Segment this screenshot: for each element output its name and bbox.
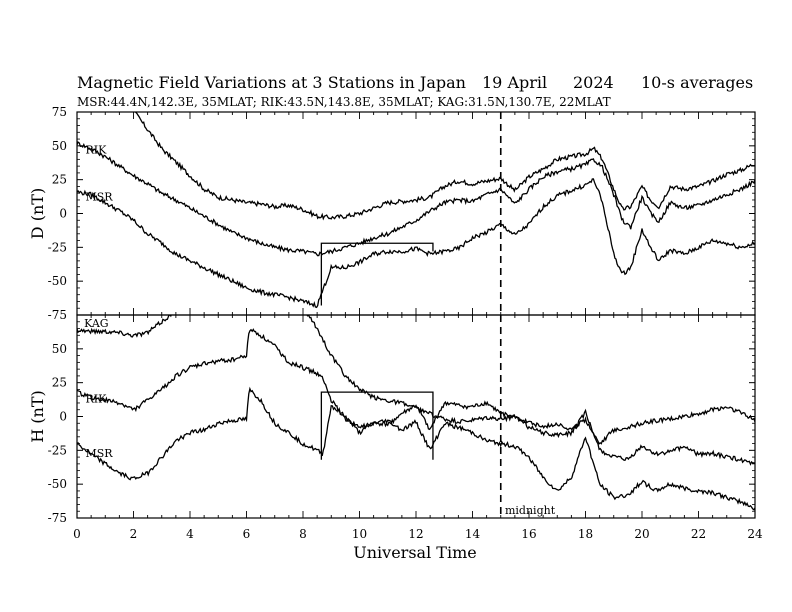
d-y-tick-label: -75 bbox=[48, 308, 67, 322]
h-y-ticks: 50 25 0 -25 -50 -75 bbox=[48, 314, 755, 525]
d-series-msr bbox=[77, 178, 755, 309]
x-tick-label: 6 bbox=[243, 527, 251, 541]
h-step-line bbox=[320, 391, 434, 460]
d-series-rik bbox=[77, 141, 755, 257]
h-label-rik: RIK bbox=[85, 392, 107, 405]
x-tick-label: 0 bbox=[73, 527, 81, 541]
d-y-tick-label: 0 bbox=[59, 207, 67, 221]
x-tick-label: 4 bbox=[186, 527, 194, 541]
station-coordinates: MSR:44.4N,142.3E, 35MLAT; RIK:43.5N,143.… bbox=[77, 95, 611, 109]
d-step-line bbox=[320, 242, 434, 306]
x-tick-label: 22 bbox=[691, 527, 706, 541]
h-label-kag: KAG bbox=[84, 317, 109, 330]
d-label-rik: RIK bbox=[85, 143, 107, 156]
x-tick-label: 16 bbox=[521, 527, 536, 541]
h-y-tick-label: 50 bbox=[52, 342, 67, 356]
h-y-axis-label: H (nT) bbox=[28, 390, 47, 443]
h-frame bbox=[76, 314, 756, 519]
d-y-tick-label: 25 bbox=[52, 173, 67, 187]
x-tick-label: 24 bbox=[747, 527, 763, 541]
d-y-ticks: 75 50 25 0 -25 -50 -75 bbox=[48, 105, 755, 322]
h-y-tick-label: 0 bbox=[59, 410, 67, 424]
x-tick-label: 18 bbox=[578, 527, 593, 541]
x-tick-label: 12 bbox=[408, 527, 423, 541]
d-label-msr: MSR bbox=[85, 190, 113, 203]
h-series-msr bbox=[77, 386, 755, 511]
d-y-tick-label: -50 bbox=[48, 274, 67, 288]
d-y-tick-label: 75 bbox=[52, 105, 67, 119]
chart-date: 19 April bbox=[482, 73, 547, 92]
x-tick-label: 10 bbox=[352, 527, 367, 541]
chart-title: Magnetic Field Variations at 3 Stations … bbox=[77, 73, 466, 92]
h-series-kag bbox=[77, 315, 755, 445]
h-label-msr: MSR bbox=[85, 447, 113, 460]
d-y-tick-label: -25 bbox=[48, 240, 67, 254]
h-x-ticks: 0 2 4 6 8 10 12 14 16 18 20 22 24 bbox=[73, 315, 763, 541]
h-annotations: KAG RIK MSR midnight bbox=[84, 317, 556, 517]
h-y-tick-label: -50 bbox=[48, 477, 67, 491]
d-y-axis-label: D (nT) bbox=[28, 188, 47, 239]
d-series-kag bbox=[131, 112, 755, 221]
d-step-marker bbox=[320, 242, 434, 306]
h-series-group bbox=[77, 315, 755, 511]
d-annotations: RIK MSR bbox=[85, 143, 113, 203]
h-y-tick-label: -75 bbox=[48, 511, 67, 525]
x-tick-label: 8 bbox=[299, 527, 307, 541]
h-series-rik bbox=[77, 328, 755, 466]
x-tick-label: 20 bbox=[634, 527, 649, 541]
h-label-midnight: midnight bbox=[505, 504, 556, 517]
h-y-tick-label: -25 bbox=[48, 443, 67, 457]
d-panel: 75 50 25 0 -25 -50 -75 D (nT) RIK MSR bbox=[28, 105, 756, 322]
h-y-tick-label: 25 bbox=[52, 376, 67, 390]
x-axis-label: Universal Time bbox=[353, 543, 476, 562]
x-tick-label: 14 bbox=[465, 527, 481, 541]
chart-year: 2024 bbox=[573, 73, 614, 92]
d-series-group bbox=[77, 112, 755, 309]
x-tick-label: 2 bbox=[130, 527, 138, 541]
h-step-marker bbox=[320, 391, 434, 460]
d-y-tick-label: 50 bbox=[52, 139, 67, 153]
chart-averaging: 10-s averages bbox=[641, 73, 753, 92]
